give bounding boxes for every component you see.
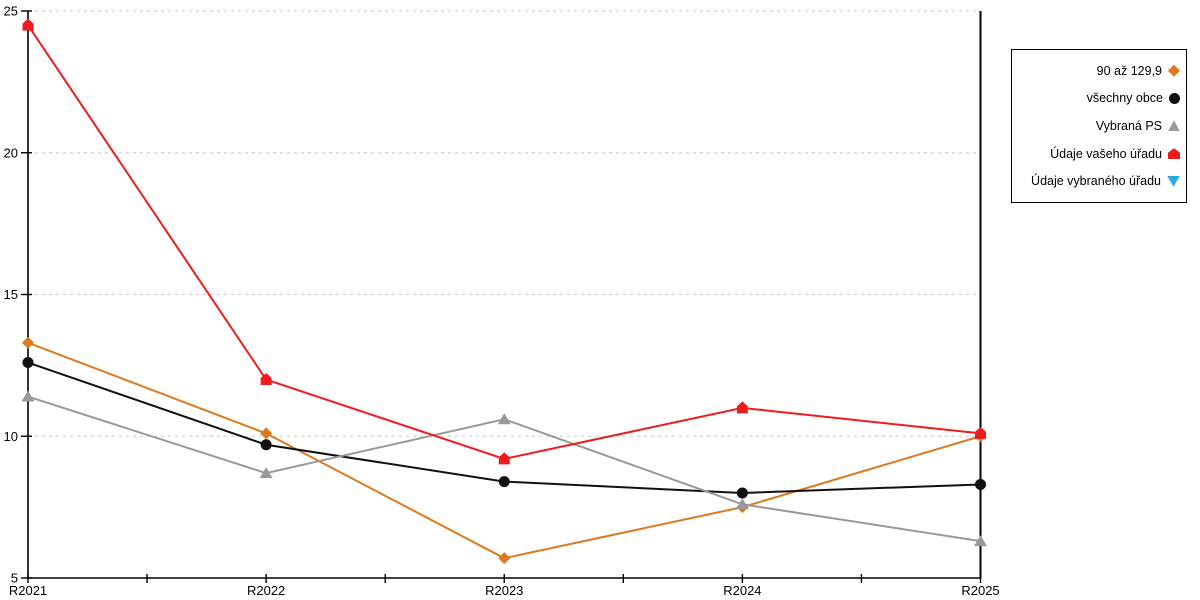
data-point-marker [975,478,986,490]
y-axis-label: 25 [4,4,18,19]
legend-item-udaje-vybraneho-uradu: Údaje vybraného úřadu [1016,167,1180,195]
series-line [27,341,981,560]
data-point-marker [498,452,510,465]
triangle-down-icon [1167,175,1180,187]
data-point-marker [735,498,749,510]
legend-label: všechny obce [1086,91,1163,106]
legend-label: Údaje vašeho úřadu [1050,146,1162,161]
data-point-marker [259,467,273,479]
x-axis-label: R2022 [247,583,285,598]
x-axis-label: R2023 [485,583,523,598]
data-point-marker [736,401,748,414]
data-point-marker [22,357,34,369]
x-axis-label: R2021 [9,583,47,598]
data-point-marker [21,390,35,402]
triangle-up-icon [1168,120,1180,132]
data-point-marker [498,552,511,565]
data-point-marker [22,18,34,31]
x-axis-label: R2024 [723,583,761,598]
y-axis-label: 20 [4,145,18,160]
legend-label: 90 až 129,9 [1096,63,1162,78]
x-axis-label: R2025 [961,583,999,598]
data-point-marker [975,426,986,439]
legend-item-vsechny-obce: všechny obce [1016,85,1180,113]
y-axis-label: 15 [4,287,18,302]
data-point-marker [260,427,273,440]
pentagon-icon [1168,148,1180,160]
legend-label: Údaje vybraného úřadu [1031,174,1161,189]
legend-label: Vybraná PS [1095,118,1162,133]
legend: 90 až 129,9 všechny obce Vybraná PS Údaj… [1011,49,1187,203]
series-line [27,361,981,494]
y-axis-label: 10 [4,429,18,444]
legend-item-vybrana-ps: Vybraná PS [1016,112,1180,140]
data-point-marker [22,336,34,349]
data-point-marker [974,535,987,547]
data-point-marker [736,487,748,499]
data-point-marker [497,413,511,425]
data-point-marker [260,439,272,451]
data-point-marker [498,476,510,488]
circle-icon [1169,92,1180,104]
series-line [27,24,981,460]
y-axis-label: 5 [11,571,18,586]
legend-item-udaje-vaseho-uradu: Údaje vašeho úřadu [1016,140,1180,168]
legend-item-90-az-129: 90 až 129,9 [1016,57,1180,85]
data-point-marker [260,373,272,386]
diamond-icon [1168,64,1180,77]
